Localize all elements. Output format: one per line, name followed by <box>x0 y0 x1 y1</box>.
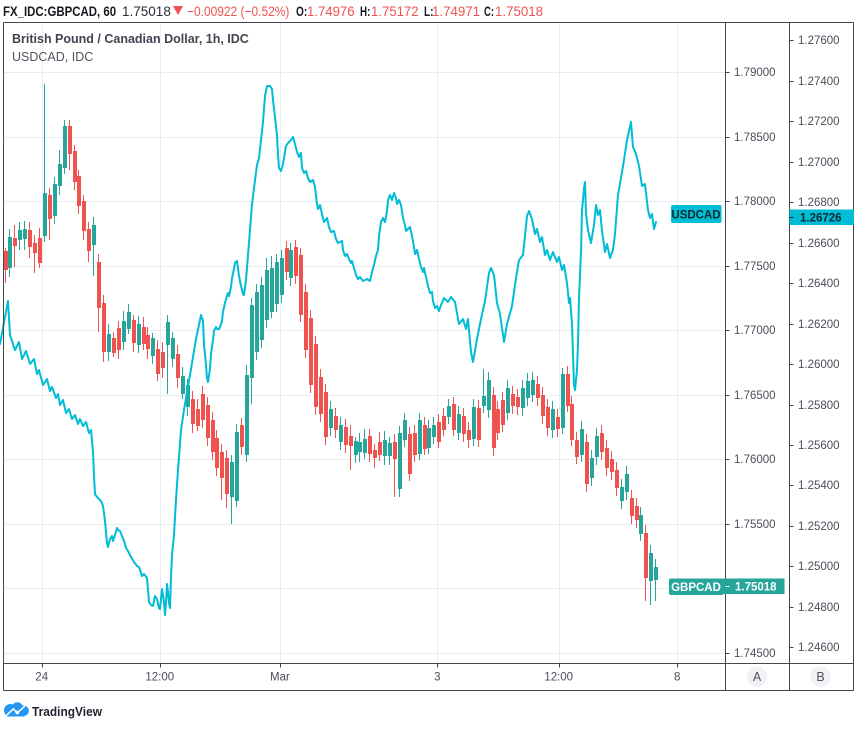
svg-text:1.24800: 1.24800 <box>798 602 840 614</box>
svg-text:1.26000: 1.26000 <box>798 359 840 371</box>
svg-text:B: B <box>816 670 824 684</box>
svg-text:A: A <box>753 670 762 684</box>
svg-text:1.25000: 1.25000 <box>798 561 840 573</box>
svg-text:1.26600: 1.26600 <box>798 238 840 250</box>
svg-text:1.77000: 1.77000 <box>734 325 776 337</box>
svg-text:1.25600: 1.25600 <box>798 440 840 452</box>
svg-text:1.76500: 1.76500 <box>734 390 776 402</box>
svg-text:24: 24 <box>35 672 48 684</box>
svg-text:TradingView: TradingView <box>32 705 102 719</box>
svg-text:1.25800: 1.25800 <box>798 400 840 412</box>
svg-text:3: 3 <box>434 672 440 684</box>
svg-text:GBPCAD: GBPCAD <box>671 582 721 594</box>
svg-text:1.75018: 1.75018 <box>735 582 777 594</box>
svg-text:1.25200: 1.25200 <box>798 521 840 533</box>
svg-text:12:00: 12:00 <box>544 672 573 684</box>
svg-text:1.78500: 1.78500 <box>734 132 776 144</box>
svg-text:1.27200: 1.27200 <box>798 116 840 128</box>
svg-text:1.26200: 1.26200 <box>798 319 840 331</box>
svg-text:1.74500: 1.74500 <box>734 648 776 660</box>
svg-text:12:00: 12:00 <box>145 672 174 684</box>
svg-text:1.26400: 1.26400 <box>798 278 840 290</box>
svg-text:1.24600: 1.24600 <box>798 642 840 654</box>
svg-text:1.77500: 1.77500 <box>734 261 776 273</box>
svg-text:1.76000: 1.76000 <box>734 454 776 466</box>
svg-text:1.27600: 1.27600 <box>798 35 840 47</box>
svg-text:1.26800: 1.26800 <box>798 197 840 209</box>
svg-text:1.78000: 1.78000 <box>734 196 776 208</box>
svg-text:1.27400: 1.27400 <box>798 76 840 88</box>
svg-text:8: 8 <box>674 672 680 684</box>
svg-text:Mar: Mar <box>270 672 290 684</box>
svg-text:1.26726: 1.26726 <box>800 213 842 225</box>
svg-text:1.27000: 1.27000 <box>798 157 840 169</box>
svg-text:1.75500: 1.75500 <box>734 519 776 531</box>
svg-text:1.25400: 1.25400 <box>798 480 840 492</box>
svg-text:1.79000: 1.79000 <box>734 67 776 79</box>
svg-text:USDCAD: USDCAD <box>671 210 720 222</box>
